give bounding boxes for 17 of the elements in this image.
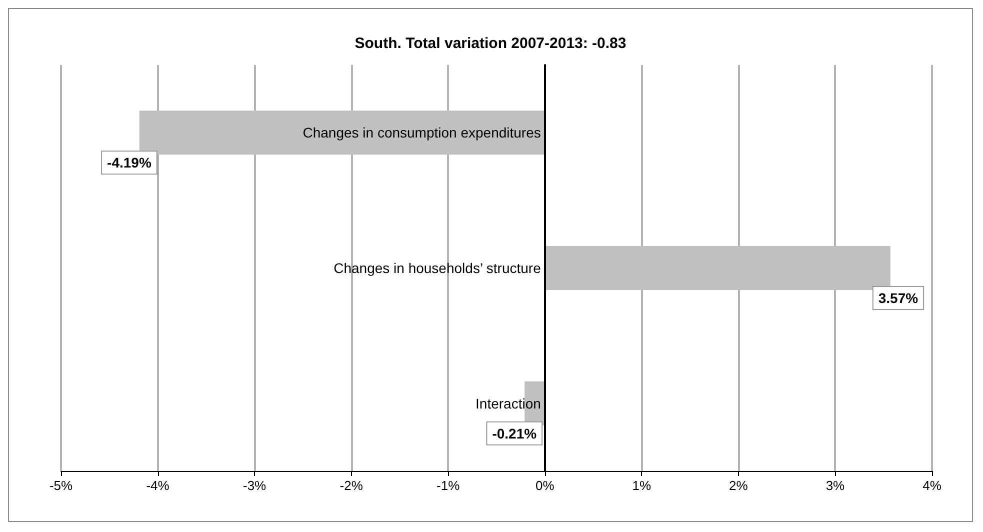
x-tick-label: -1% xyxy=(436,478,460,493)
x-tick-label: 0% xyxy=(535,478,555,493)
x-tick-label: 2% xyxy=(729,478,748,493)
x-tick-label: 3% xyxy=(826,478,846,493)
x-tick-label: -4% xyxy=(146,478,170,493)
x-tick-label: 4% xyxy=(922,478,942,493)
y-tick-label: Changes in consumption expenditures xyxy=(302,124,541,141)
data-label: 3.57% xyxy=(878,290,919,306)
x-tick-label: -5% xyxy=(49,478,73,493)
x-tick-label: -3% xyxy=(242,478,267,493)
data-label: -0.21% xyxy=(492,425,538,442)
x-tick-label: 1% xyxy=(632,478,652,493)
x-tick-label: -2% xyxy=(340,478,364,493)
data-label: -4.19% xyxy=(107,154,152,171)
y-tick-label: Interaction xyxy=(476,395,541,412)
chart-title: South. Total variation 2007-2013: -0.83 xyxy=(354,35,626,52)
y-tick-label: Changes in households’ structure xyxy=(334,260,542,276)
